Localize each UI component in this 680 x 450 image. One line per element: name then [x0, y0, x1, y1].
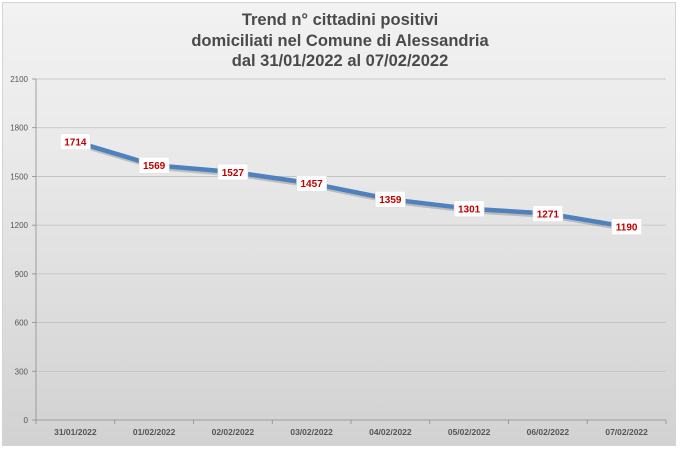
y-tick-label: 300: [15, 367, 29, 376]
x-tick-label: 02/02/2022: [212, 427, 255, 437]
data-label-value: 1714: [64, 137, 87, 148]
chart-title-line-3: dal 31/01/2022 al 07/02/2022: [231, 52, 449, 70]
data-label-value: 1569: [143, 161, 166, 172]
y-tick-label: 1800: [10, 124, 28, 133]
x-tick-label: 06/02/2022: [527, 427, 570, 437]
data-label-value: 1457: [301, 179, 324, 190]
chart-frame: [2, 2, 676, 446]
data-label-box: [611, 218, 642, 236]
data-label-box: [138, 156, 170, 174]
data-label-value: 1271: [537, 209, 560, 220]
data-label-value: 1359: [379, 195, 402, 206]
x-axis: 31/01/2022 01/02/2022 02/02/2022 03/02/2022…: [35, 419, 667, 437]
data-label: 1457: [296, 175, 327, 192]
data-label-box: [532, 205, 564, 222]
gridlines: [36, 78, 666, 372]
data-labels: 1714 1569 1527 1457 1359 1301 1271 1190: [60, 133, 642, 236]
data-label: 1714: [60, 133, 91, 150]
data-label-value: 1301: [458, 205, 481, 216]
data-label-value: 1190: [616, 223, 638, 234]
data-label-value: 1527: [222, 168, 245, 179]
data-label: 1190: [611, 218, 642, 236]
x-tick-label: 03/02/2022: [290, 427, 333, 437]
data-label-box: [453, 200, 485, 218]
data-label-box: [375, 191, 406, 208]
y-tick-label: 2100: [10, 75, 28, 84]
x-tick-label: 05/02/2022: [448, 427, 491, 437]
x-tick-label: 04/02/2022: [369, 427, 412, 437]
data-label-box: [217, 163, 249, 181]
chart-title-line-1: Trend n° cittadini positivi: [241, 11, 439, 29]
y-tick-label: 1200: [10, 221, 28, 230]
data-label-box: [60, 133, 91, 150]
data-label: 1569: [138, 156, 170, 174]
data-label: 1527: [217, 163, 249, 181]
data-label: 1301: [453, 200, 485, 218]
x-tick-label: 01/02/2022: [133, 427, 176, 437]
x-tick-label: 31/01/2022: [54, 427, 97, 437]
x-tick-label: 07/02/2022: [605, 427, 648, 437]
data-label: 1359: [375, 191, 406, 208]
y-axis: 0 300 600 900 1200 1500 1800 2100: [10, 75, 37, 425]
y-tick-label: 900: [15, 270, 29, 279]
y-tick-label: 0: [24, 416, 29, 425]
chart-title-line-2: domiciliati nel Comune di Alessandria: [191, 31, 489, 50]
y-tick-label: 1500: [10, 172, 28, 181]
data-label: 1271: [532, 205, 564, 222]
data-label-box: [296, 175, 327, 192]
y-tick-label: 600: [15, 319, 29, 328]
chart-title: Trend n° cittadini positivi domiciliati …: [0, 10, 680, 72]
